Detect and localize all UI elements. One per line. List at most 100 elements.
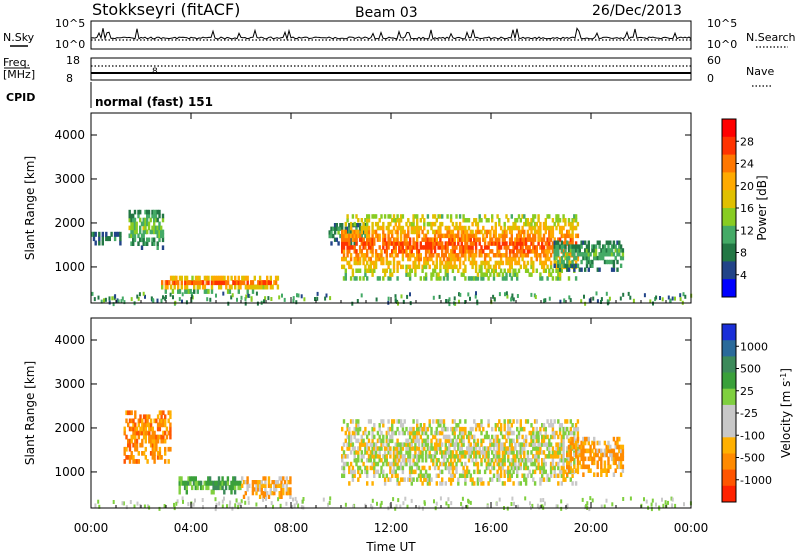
power-data-cell xyxy=(344,256,347,262)
vel-data-cell xyxy=(167,418,170,424)
power-data-cell xyxy=(341,237,344,242)
vel-data-cell xyxy=(476,465,480,471)
vel-data-cell xyxy=(575,468,578,473)
vel-data-cell xyxy=(128,438,132,444)
power-data-cell xyxy=(430,256,433,262)
vel-data-cell xyxy=(149,418,153,424)
vel-data-cell xyxy=(609,448,612,454)
vel-data-speckle xyxy=(255,502,258,507)
vel-data-cell xyxy=(517,461,521,467)
power-data-cell xyxy=(605,248,608,253)
power-data-cell xyxy=(444,260,447,266)
power-data-cell xyxy=(382,268,385,273)
vel-data-cell xyxy=(396,477,399,482)
power-data-cell xyxy=(558,256,562,262)
vel-data-cell xyxy=(439,430,442,436)
power-data-cell xyxy=(571,241,574,246)
vel-data-cell xyxy=(503,461,506,467)
power-data-cell xyxy=(153,229,156,235)
power-data-cell xyxy=(539,245,542,250)
vel-data-cell xyxy=(342,454,346,459)
power-data-cell xyxy=(451,237,455,242)
power-data-cell xyxy=(412,245,415,250)
power-data-cell xyxy=(262,284,265,290)
power-data-cell xyxy=(480,268,483,273)
power-data-cell xyxy=(508,260,512,266)
power-data-cell xyxy=(492,253,496,258)
power-data-speckle xyxy=(493,297,496,302)
power-data-cell xyxy=(482,249,485,254)
power-data-cell xyxy=(360,218,363,223)
vel-data-cell xyxy=(357,430,360,436)
vel-data-speckle xyxy=(404,496,407,501)
power-data-cell xyxy=(491,268,494,273)
vel-data-cell xyxy=(399,465,403,471)
vel-data-cell xyxy=(499,442,503,447)
vel-data-cell xyxy=(396,438,399,444)
power-data-cell xyxy=(471,249,474,254)
vel-data-cell xyxy=(469,430,472,436)
vel-data-cell xyxy=(430,430,433,436)
vel-data-cell xyxy=(537,465,540,471)
power-data-speckle xyxy=(474,294,477,299)
power-data-cell xyxy=(439,256,442,262)
vel-data-speckle xyxy=(611,502,614,507)
power-data-cell xyxy=(444,225,447,231)
vel-data-cell xyxy=(357,446,360,451)
power-data-cell xyxy=(539,237,542,242)
power-data-cell xyxy=(374,249,378,254)
power-data-cell xyxy=(530,229,533,235)
power-data-cell xyxy=(455,225,458,231)
power-data-cell xyxy=(156,217,159,223)
power-data-cell xyxy=(156,229,159,235)
power-data-cell xyxy=(153,209,156,215)
vel-data-cell xyxy=(123,446,126,452)
vel-data-cell xyxy=(460,438,463,444)
vel-data-cell xyxy=(560,473,563,478)
vel-data-cell xyxy=(378,458,381,463)
power-data-cell xyxy=(387,221,390,227)
power-data-cell xyxy=(207,275,210,281)
power-data-cell xyxy=(528,249,531,254)
power-data-cell xyxy=(137,209,140,215)
power-data-cell xyxy=(154,229,158,235)
vel-data-cell xyxy=(603,464,607,470)
vel-data-cell xyxy=(155,434,158,440)
power-data-cell xyxy=(374,221,378,227)
power-data-cell xyxy=(396,214,399,219)
power-data-cell xyxy=(501,237,505,242)
vel-data-cell xyxy=(498,419,501,424)
colorbar-swatch xyxy=(722,388,736,406)
power-data-cell xyxy=(387,229,390,235)
power-data-cell xyxy=(585,244,589,249)
power-data-cell xyxy=(442,256,446,262)
vel-data-cell xyxy=(435,458,438,463)
vel-data-speckle xyxy=(661,497,663,502)
power-data-cell xyxy=(226,288,230,294)
power-data-speckle xyxy=(209,297,212,302)
power-data-cell xyxy=(382,245,385,250)
power-data-cell xyxy=(432,268,435,273)
power-data-cell xyxy=(398,218,401,223)
power-data-cell xyxy=(360,225,363,231)
power-data-cell xyxy=(524,264,528,270)
vel-data-cell xyxy=(349,461,353,467)
vel-data-cell xyxy=(212,480,215,486)
power-data-cell xyxy=(414,272,417,277)
vel-data-cell xyxy=(408,473,412,478)
power-data-cell xyxy=(266,284,269,290)
vel-data-cell xyxy=(414,461,417,467)
vel-data-cell xyxy=(412,438,415,444)
vel-data-cell xyxy=(489,446,492,451)
vel-data-cell xyxy=(351,430,355,436)
power-data-speckle xyxy=(476,299,479,304)
vel-data-speckle xyxy=(600,504,603,509)
vel-data-cell xyxy=(487,446,490,451)
power-data-speckle xyxy=(152,298,155,303)
power-data-cell xyxy=(399,241,403,246)
power-data-cell xyxy=(401,256,405,262)
vel-data-cell xyxy=(521,473,524,478)
vel-data-cell xyxy=(619,456,623,462)
vel-data-cell xyxy=(614,444,617,450)
power-data-cell xyxy=(457,233,460,239)
